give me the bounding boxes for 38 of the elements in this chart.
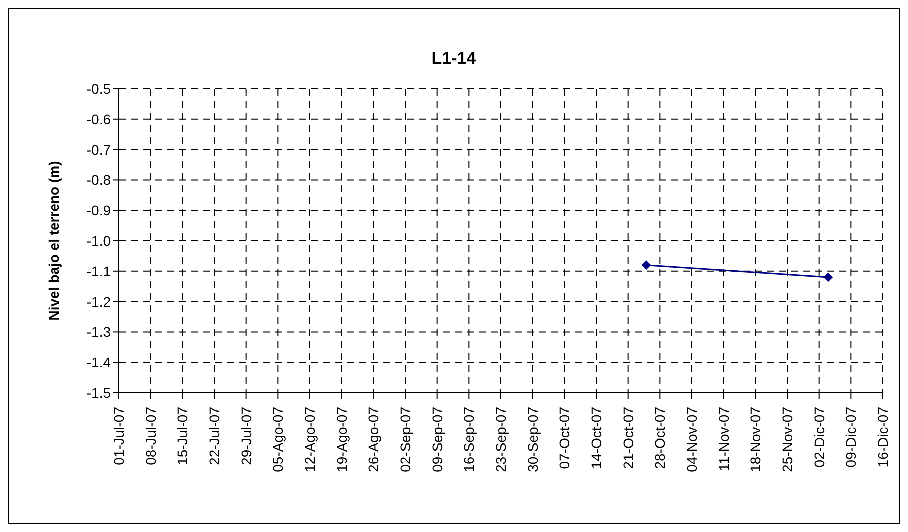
x-tick-label: 29-Jul-07 (238, 406, 254, 466)
y-tick-label: -1.4 (86, 354, 112, 371)
y-tick-label: -0.9 (86, 202, 112, 219)
x-tick-label: 16-Sep-07 (461, 406, 478, 472)
x-tick-label: 07-Oct-07 (556, 406, 573, 470)
x-tick-label: 09-Dic-07 (843, 406, 860, 468)
x-tick-label: 09-Sep-07 (429, 406, 446, 472)
x-tick-label: 08-Jul-07 (142, 406, 159, 466)
y-tick-label: -0.5 (86, 80, 112, 97)
x-tick-label: 22-Jul-07 (206, 406, 222, 466)
y-tick-label: -0.6 (86, 111, 112, 128)
x-tick-label: 21-Oct-07 (620, 406, 636, 470)
x-tick-label: 04-Nov-07 (684, 406, 700, 472)
x-tick-label: 23-Sep-07 (493, 406, 509, 472)
y-tick-label: -1.0 (86, 232, 112, 249)
chart-title: L1-14 (430, 49, 478, 69)
x-tick-label: 02-Dic-07 (811, 406, 828, 468)
x-tick-label: 02-Sep-07 (398, 406, 414, 472)
x-tick-label: 19-Ago-07 (334, 406, 350, 472)
y-tick-label: -0.7 (86, 142, 112, 158)
y-tick-label: -1.3 (86, 324, 112, 340)
x-tick-label: 18-Nov-07 (748, 406, 764, 472)
x-tick-label: 28-Oct-07 (652, 406, 668, 470)
x-tick-label: 16-Dic-07 (875, 406, 891, 468)
y-tick-label: -0.8 (86, 172, 112, 188)
x-tick-label: 25-Nov-07 (780, 406, 796, 472)
y-tick-label: -1.5 (86, 384, 112, 401)
x-tick-label: 12-Ago-07 (302, 406, 318, 472)
y-axis-title: Nivel bajo el terreno (m) (46, 161, 62, 321)
x-tick-label: 30-Sep-07 (524, 406, 541, 472)
y-tick-label: -1.1 (86, 263, 112, 280)
x-tick-label: 11-Nov-07 (716, 406, 732, 472)
x-tick-label: 01-Jul-07 (111, 406, 127, 466)
x-tick-label: 05-Ago-07 (270, 406, 286, 472)
x-tick-label: 15-Jul-07 (174, 406, 191, 466)
x-tick-label: 26-Ago-07 (366, 406, 382, 472)
x-tick-label: 14-Oct-07 (588, 406, 604, 470)
y-tick-label: -1.2 (86, 294, 112, 310)
